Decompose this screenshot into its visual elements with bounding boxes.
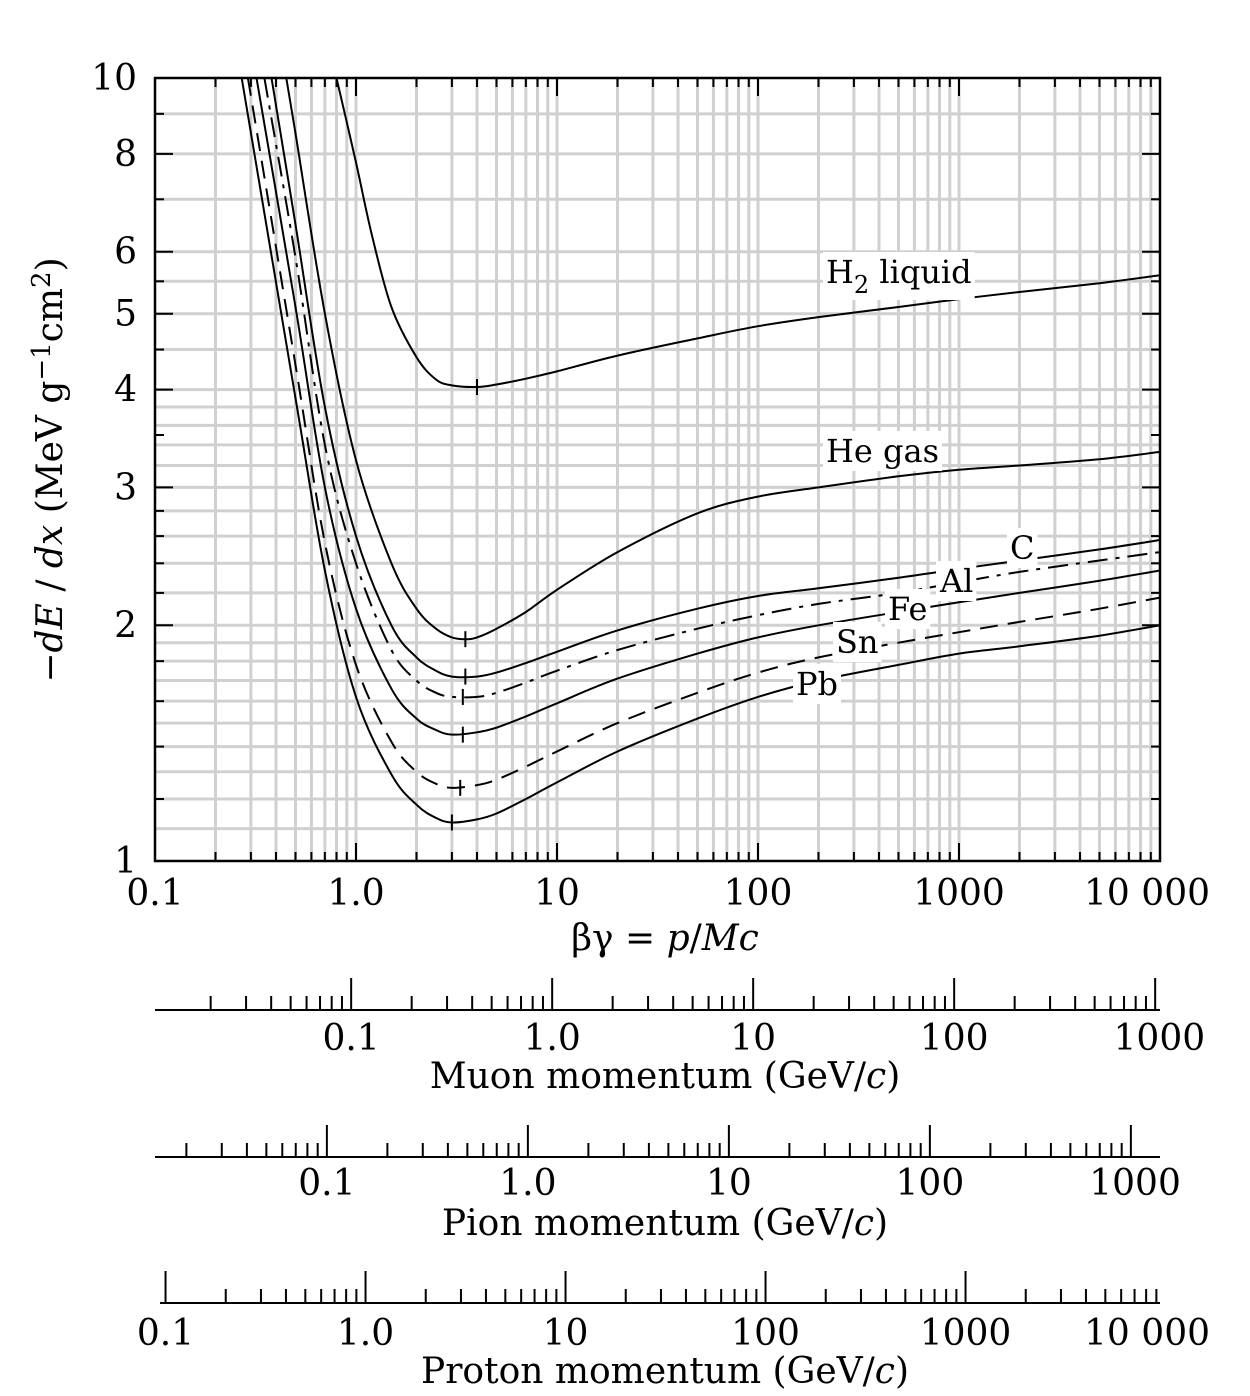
curve-label-al: Al	[939, 562, 973, 600]
curve-label-background	[793, 664, 842, 704]
secondary-axis-1: 0.1 1.0 10 100 1000 Muon momentum (GeV/c)	[155, 978, 1205, 1097]
x-axis-title: βγ = p/Mc	[571, 918, 759, 959]
curves-group	[240, 77, 1161, 831]
y-tick-label: 3	[114, 467, 137, 508]
y-tick-label: 8	[114, 134, 137, 175]
curve-label-background	[936, 561, 977, 601]
x-tick-labels: 0.1 1.0 10 100 1000 10 000	[126, 873, 1210, 914]
secondary-axis-title: Proton momentum (GeV/c)	[421, 1351, 909, 1392]
curve-pb	[240, 77, 1161, 824]
secondary-tick-label: 1.0	[499, 1163, 556, 1204]
secondary-tick-label: 100	[920, 1018, 989, 1059]
y-tick-label: 1	[114, 841, 137, 882]
x-tick-label: 0.1	[126, 873, 183, 914]
curve-al	[263, 77, 1161, 699]
secondary-tick-label: 100	[896, 1163, 965, 1204]
x-tick-label: 100	[724, 873, 793, 914]
y-tick-label: 10	[91, 58, 137, 99]
secondary-tick-label: 1000	[920, 1313, 1012, 1354]
secondary-axes: 0.1 1.0 10 100 1000 Muon momentum (GeV/c) 0.1 1…	[137, 978, 1210, 1392]
y-axis-title: −dE / dx (MeV g−1cm2)	[27, 257, 71, 682]
secondary-axis-title: Pion momentum (GeV/c)	[442, 1203, 888, 1244]
curve-c	[270, 77, 1161, 679]
curve-h2-liquid	[335, 77, 1161, 389]
secondary-tick-label: 1000	[1089, 1163, 1181, 1204]
y-tick-label: 5	[114, 294, 137, 335]
secondary-tick-label: 1.0	[524, 1018, 581, 1059]
curve-sn	[246, 77, 1161, 789]
secondary-tick-label: 0.1	[298, 1163, 355, 1204]
curve-label-sn: Sn	[836, 623, 879, 661]
secondary-tick-label: 0.1	[323, 1018, 380, 1059]
secondary-axis-2: 0.1 1.0 10 100 1000 Pion momentum (GeV/c)	[155, 1125, 1181, 1244]
y-tick-label: 6	[114, 232, 137, 273]
curve-he-gas	[285, 77, 1161, 641]
secondary-tick-label: 10 000	[1084, 1313, 1210, 1354]
x-tick-label: 10	[534, 873, 580, 914]
curve-label-background	[833, 622, 882, 662]
curve-label-c: C	[1010, 529, 1034, 567]
frame-ticks	[154, 77, 1160, 862]
plot-frame	[153, 76, 1162, 863]
secondary-tick-label: 0.1	[137, 1313, 194, 1354]
curve-label-fe: Fe	[888, 590, 927, 628]
x-tick-label: 1000	[913, 873, 1005, 914]
secondary-tick-label: 1000	[1114, 1018, 1206, 1059]
y-tick-label: 4	[114, 370, 137, 411]
secondary-tick-label: 1.0	[337, 1313, 394, 1354]
secondary-tick-label: 10	[730, 1018, 776, 1059]
y-tick-label: 2	[114, 605, 137, 646]
curve-label-background	[823, 431, 942, 471]
x-tick-label: 1.0	[327, 873, 384, 914]
secondary-tick-label: 10	[543, 1313, 589, 1354]
secondary-axis-title: Muon momentum (GeV/c)	[430, 1056, 900, 1097]
secondary-tick-label: 10	[706, 1163, 752, 1204]
secondary-axis-3: 0.1 1.0 10 100 1000 10 000 Proton momentum (Ge…	[137, 1271, 1210, 1392]
secondary-tick-label: 100	[731, 1313, 800, 1354]
y-tick-labels: 1 2 3 4 5 6 8 10	[91, 58, 137, 882]
x-tick-label: 10 000	[1084, 873, 1210, 914]
curve-label-background	[823, 252, 975, 300]
curve-label-background	[1007, 528, 1038, 568]
curve-label-he-gas: He gas	[826, 432, 939, 470]
curve-label-pb: Pb	[796, 665, 838, 703]
curve-label-background	[885, 589, 931, 629]
grid-lines	[155, 78, 1160, 861]
curve-label-h2-liquid: H2 liquid	[826, 253, 972, 299]
